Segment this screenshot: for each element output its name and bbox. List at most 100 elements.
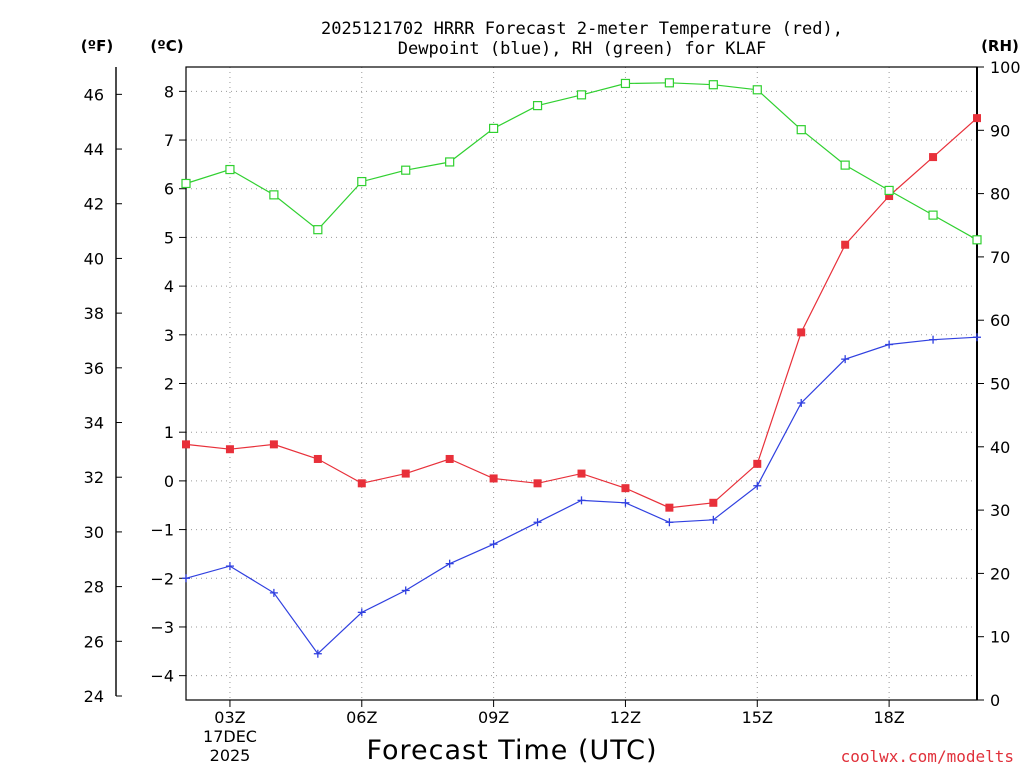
fahrenheit-tick-label: 30: [84, 523, 104, 542]
axes: [115, 66, 984, 707]
temperature-point: [797, 328, 806, 337]
temperature-point: [533, 479, 542, 488]
dewpoint-point: [182, 574, 190, 583]
series-dewpoint: [182, 333, 981, 658]
temperature-point: [665, 503, 674, 512]
celsius-tick-label: 4: [164, 277, 174, 296]
celsius-tick-label: −4: [150, 667, 174, 686]
x-tick-label: 06Z: [346, 708, 377, 727]
dewpoint-point: [357, 608, 366, 617]
dewpoint-point: [709, 515, 718, 524]
fahrenheit-tick-label: 32: [84, 468, 104, 487]
temperature-point: [445, 454, 454, 463]
celsius-tick-label: 5: [164, 228, 174, 247]
dewpoint-point: [269, 588, 278, 597]
dewpoint-point: [313, 649, 322, 658]
rh-tick-label: 70: [990, 248, 1010, 267]
rh-point: [664, 78, 674, 88]
dewpoint-point: [489, 540, 498, 549]
temperature-point: [269, 440, 278, 449]
rh-tick-label: 30: [990, 501, 1010, 520]
dewpoint-point: [929, 335, 938, 344]
x-axis-label: Forecast Time (UTC): [366, 735, 657, 766]
fahrenheit-tick-label: 40: [84, 249, 104, 268]
dewpoint-point: [577, 496, 586, 505]
rh-tick-label: 100: [990, 58, 1021, 77]
x-tick-label: 03Z: [214, 708, 245, 727]
rh-tick-label: 10: [990, 628, 1010, 647]
fahrenheit-tick-label: 28: [84, 578, 104, 597]
temperature-point: [489, 474, 498, 483]
rh-point: [225, 164, 235, 175]
chart-title-line2: Dewpoint (blue), RH (green) for KLAF: [398, 39, 766, 59]
fahrenheit-unit-label: (ºF): [81, 37, 113, 55]
celsius-tick-label: −1: [150, 521, 174, 540]
dewpoint-point: [665, 518, 674, 527]
dewpoint-point: [885, 340, 894, 349]
temperature-point: [225, 445, 234, 454]
series-rh: [181, 78, 982, 245]
credit-text: coolwx.com/modelts: [841, 747, 1014, 766]
x-tick-label: 15Z: [742, 708, 773, 727]
celsius-tick-label: −2: [150, 569, 174, 588]
rh-point: [357, 176, 367, 187]
rh-tick-label: 50: [990, 375, 1010, 394]
dewpoint-point: [753, 481, 762, 490]
temperature-point: [621, 484, 630, 493]
dewpoint-point: [841, 355, 850, 364]
temperature-point: [577, 469, 586, 478]
celsius-tick-label: 8: [164, 82, 174, 101]
temperature-point: [753, 459, 762, 468]
temperature-point: [182, 440, 190, 449]
celsius-tick-label: 0: [164, 472, 174, 491]
celsius-tick-label: −3: [150, 618, 174, 637]
chart-title-line1: 2025121702 HRRR Forecast 2-meter Tempera…: [321, 19, 843, 39]
temperature-point: [709, 498, 718, 507]
series-temperature: [182, 114, 981, 512]
fahrenheit-tick-label: 44: [84, 140, 104, 159]
celsius-tick-label: 3: [164, 326, 174, 345]
rh-point: [884, 185, 894, 196]
dewpoint-point: [973, 333, 981, 342]
rh-point: [752, 85, 762, 95]
rh-point: [532, 101, 543, 111]
grid: [186, 67, 977, 700]
dewpoint-point: [225, 562, 234, 571]
dewpoint-point: [621, 498, 630, 507]
temperature-point: [885, 192, 894, 201]
rh-point: [313, 225, 323, 235]
rh-point: [840, 160, 850, 170]
celsius-tick-label: 7: [164, 131, 174, 150]
rh-tick-label: 80: [990, 185, 1010, 204]
rh-tick-label: 20: [990, 564, 1010, 583]
rh-point: [972, 235, 982, 245]
date-label-day: 17DEC: [203, 727, 257, 746]
celsius-tick-label: 6: [164, 180, 174, 199]
rh-tick-label: 0: [990, 691, 1000, 710]
dewpoint-point: [445, 559, 454, 568]
fahrenheit-tick-label: 38: [84, 304, 104, 323]
dewpoint-point: [797, 398, 806, 407]
fahrenheit-tick-label: 26: [84, 632, 104, 651]
temperature-point: [841, 240, 850, 249]
rh-point: [269, 190, 279, 200]
rh-point: [928, 210, 938, 220]
dewpoint-point: [401, 586, 410, 595]
rh-point: [489, 123, 499, 134]
fahrenheit-tick-label: 34: [84, 414, 104, 433]
rh-point: [181, 178, 191, 189]
temperature-point: [401, 469, 410, 478]
celsius-tick-label: 1: [164, 423, 174, 442]
series-line-rh: [185, 82, 978, 241]
x-tick-label: 18Z: [873, 708, 904, 727]
dewpoint-point: [533, 518, 542, 527]
rh-tick-label: 90: [990, 121, 1010, 140]
tick-labels: −4−3−2−101234567824262830323436384042444…: [84, 58, 1021, 727]
rh-unit-label: (RH): [981, 37, 1019, 55]
fahrenheit-tick-label: 42: [84, 195, 104, 214]
temperature-point: [313, 454, 322, 463]
fahrenheit-tick-label: 46: [84, 85, 104, 104]
series-line-dewpoint: [185, 336, 978, 655]
celsius-tick-label: 2: [164, 375, 174, 394]
